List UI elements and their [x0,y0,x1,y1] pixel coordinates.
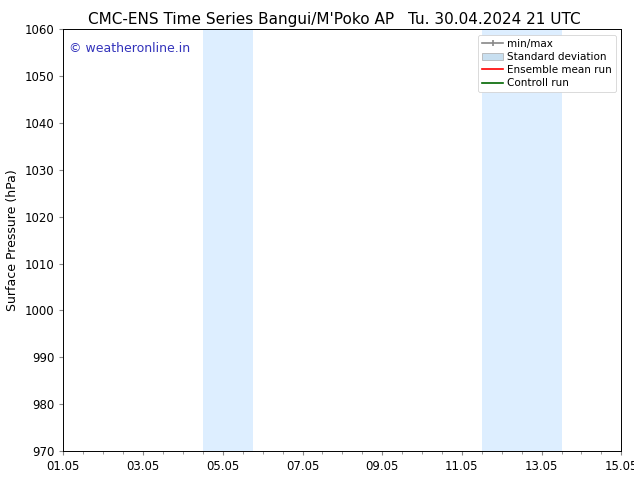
Legend: min/max, Standard deviation, Ensemble mean run, Controll run: min/max, Standard deviation, Ensemble me… [478,35,616,92]
Bar [203,29,253,451]
Y-axis label: Surface Pressure (hPa): Surface Pressure (hPa) [6,169,19,311]
Bar [482,29,562,451]
Text: Tu. 30.04.2024 21 UTC: Tu. 30.04.2024 21 UTC [408,12,581,27]
Text: CMC-ENS Time Series Bangui/M'Poko AP: CMC-ENS Time Series Bangui/M'Poko AP [88,12,394,27]
Text: © weatheronline.in: © weatheronline.in [69,42,190,55]
